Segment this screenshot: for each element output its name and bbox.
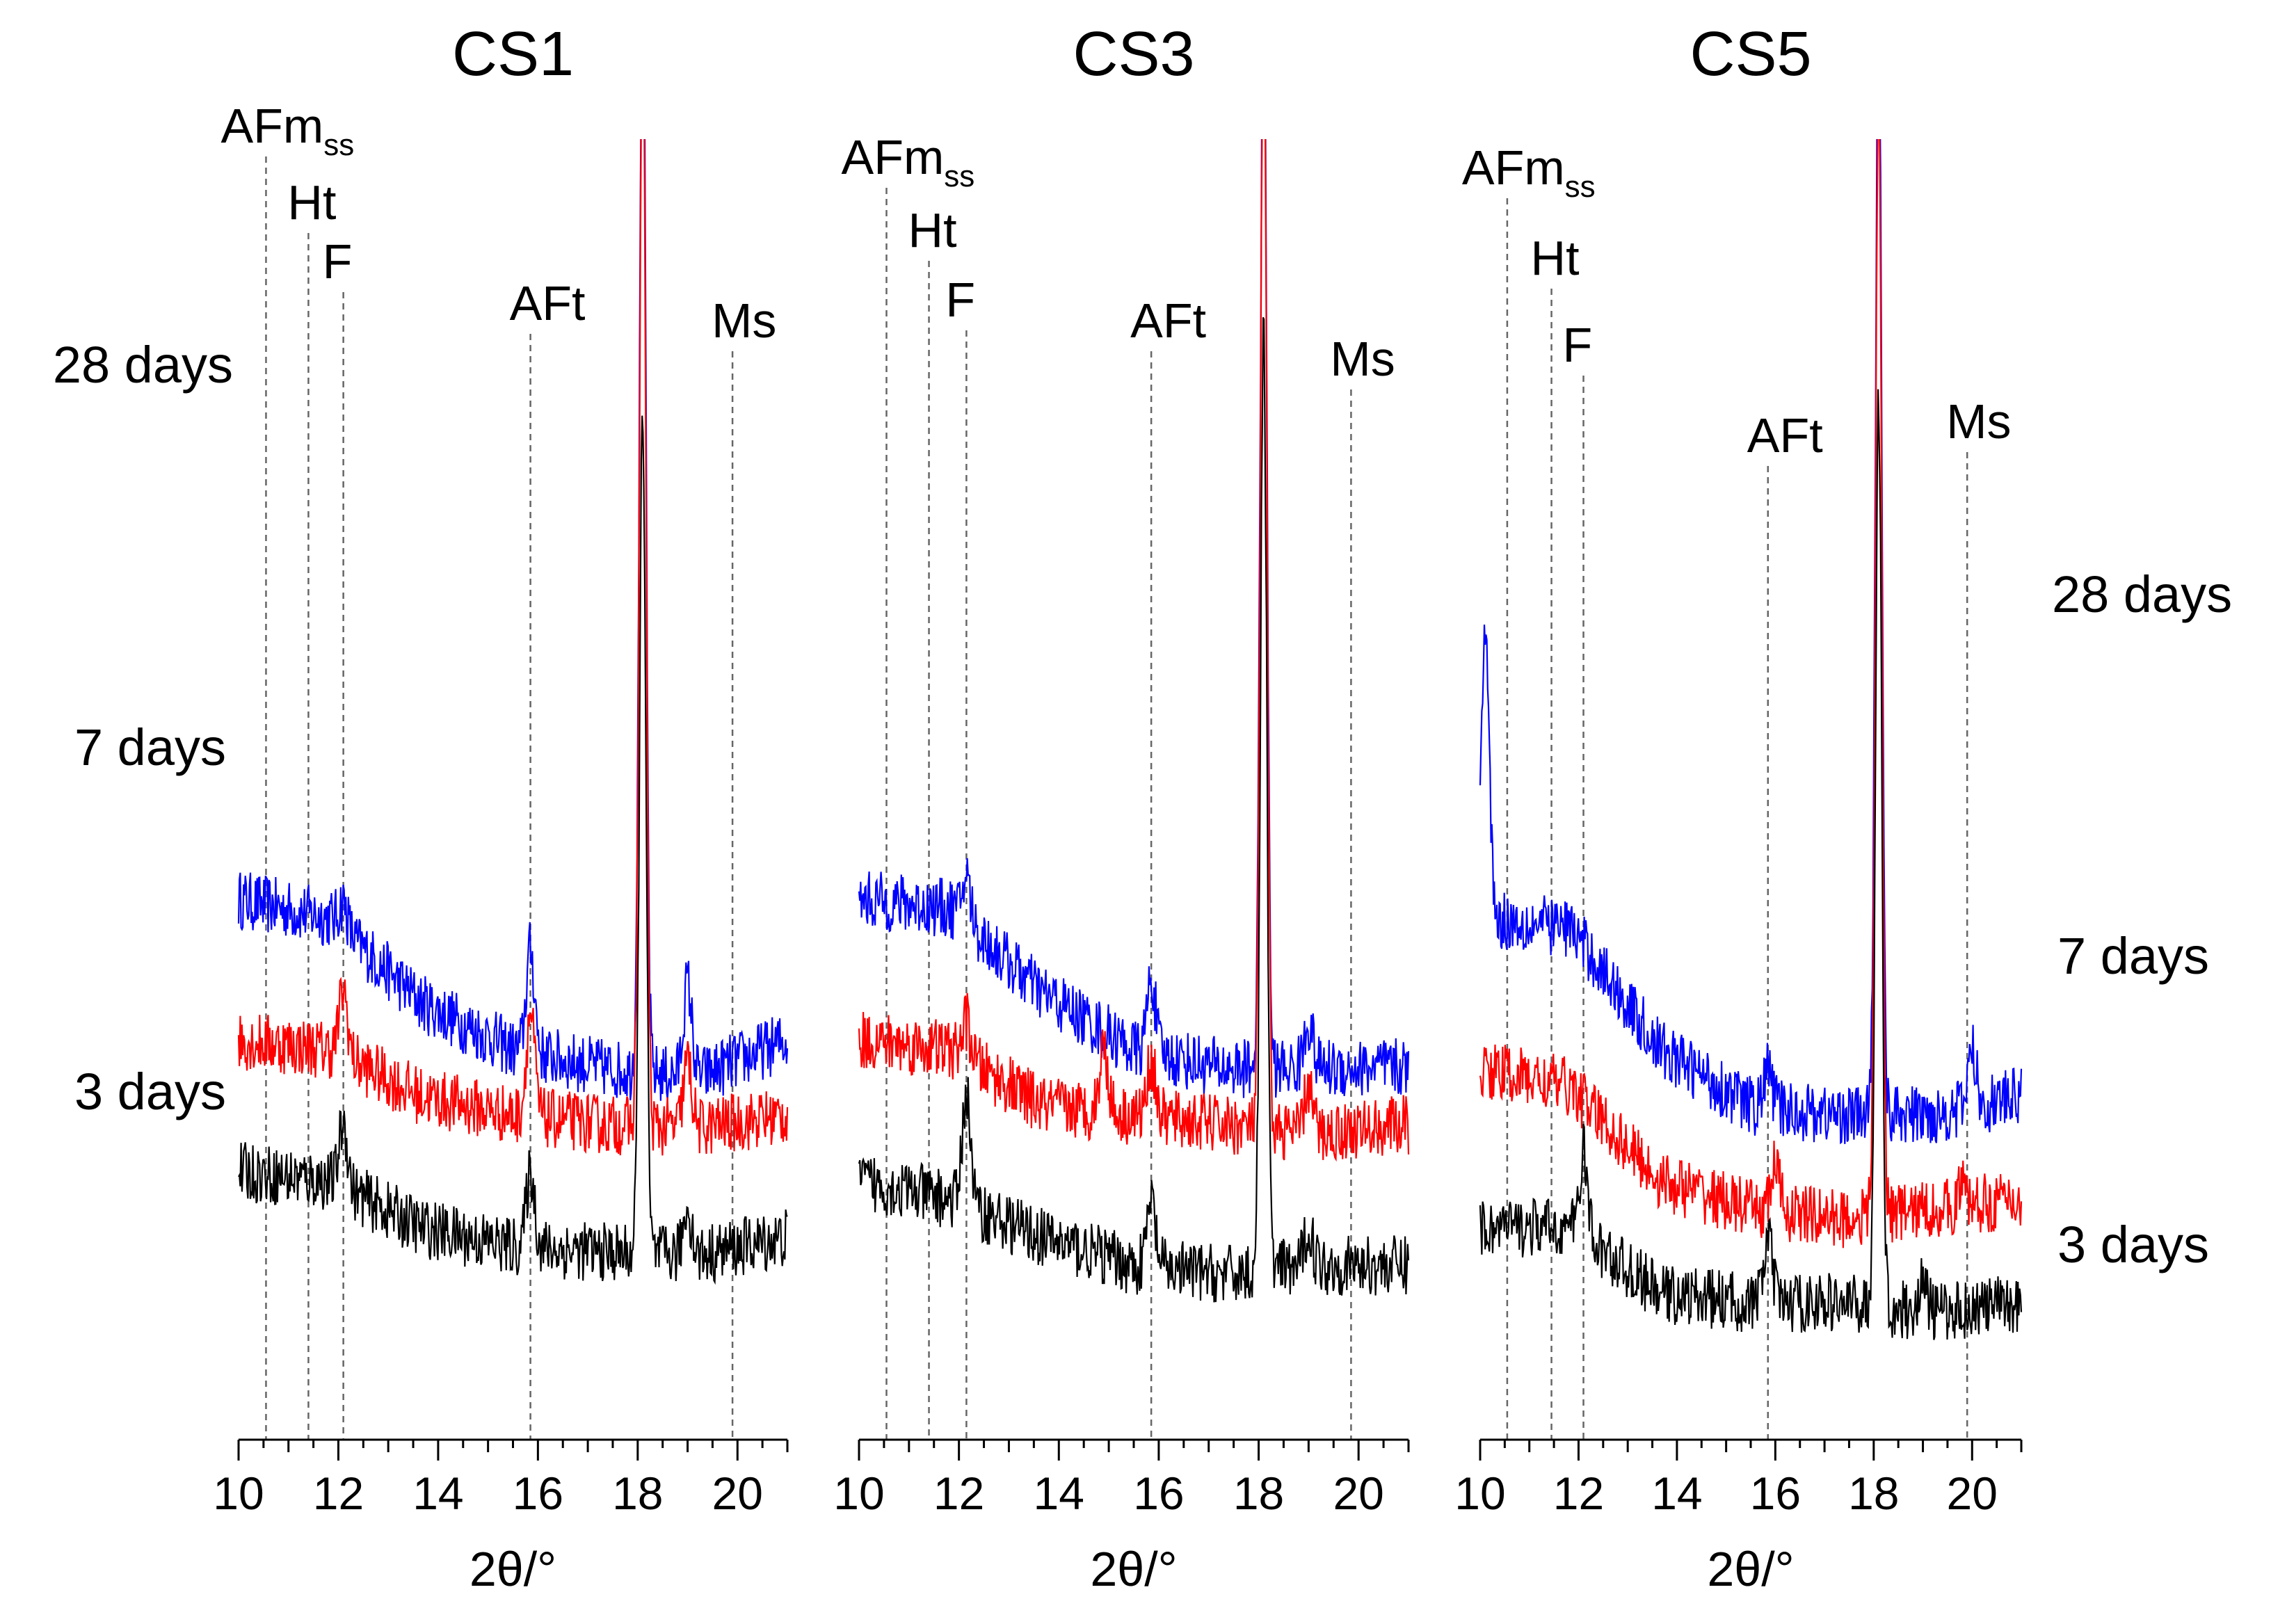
phase-label-main: Ht [287,175,336,230]
phase-label-main: Ms [1946,394,2011,449]
phase-label-ms: Ms [1946,394,2011,449]
phase-label-afm: AFmss [220,99,354,162]
trace-cs5-3-days [1479,389,2023,1340]
phase-label-main: Ht [1531,231,1580,285]
x-tick-label: 12 [1553,1468,1604,1519]
phase-label-f: F [1563,318,1593,372]
x-tick-label: 12 [313,1468,364,1519]
x-tick-label: 16 [1133,1468,1184,1519]
x-tick-label: 18 [1848,1468,1899,1519]
phase-label-main: Ms [712,294,776,348]
x-axis-title: 2θ/° [1707,1542,1794,1596]
trace-cs1-28-days [237,139,789,1101]
trace-cs3-28-days [858,139,1410,1098]
x-tick-label: 20 [712,1468,763,1519]
age-label-3-days: 3 days [74,1063,226,1120]
x-tick-label: 16 [1750,1468,1801,1519]
x-tick-label: 18 [1233,1468,1284,1519]
x-tick-label: 10 [833,1468,884,1519]
trace-cs5-28-days [1479,139,2023,1145]
trace-cs3-3-days [858,316,1410,1303]
phase-label-ms: Ms [712,294,776,348]
phase-label-main: F [323,234,353,289]
trace-cs1-7-days [237,139,789,1156]
x-tick-label: 14 [1651,1468,1702,1519]
x-tick-label: 10 [1454,1468,1505,1519]
phase-label-aft: AFt [510,276,586,330]
x-tick-label: 20 [1947,1468,1998,1519]
panel-cs5: CS5 AFmss Ht F AFt Ms 10 12 14 16 18 20 2θ/° 28 days 7… [1454,19,2232,1596]
panel-cs3: CS3 AFmss Ht F AFt Ms 10 12 14 16 18 20 2θ/° [833,19,1410,1596]
trace-cs3-7-days [858,139,1410,1162]
x-tick-label: 18 [612,1468,663,1519]
age-label-28-days: 28 days [2052,565,2232,623]
phase-label-subscript: ss [1565,170,1596,204]
phase-label-ms: Ms [1330,332,1395,386]
trace-cs1-3-days [238,415,788,1285]
phase-label-main: F [945,273,975,327]
x-tick-label: 20 [1333,1468,1383,1519]
x-tick-label: 14 [1034,1468,1084,1519]
age-label-7-days: 7 days [2057,927,2209,985]
age-label-7-days: 7 days [74,718,226,776]
phase-label-main: AFt [1747,408,1823,463]
phase-label-main: AFm [1462,140,1565,195]
x-axis-title: 2θ/° [470,1542,556,1596]
phase-label-ht: Ht [908,203,957,257]
phase-label-f: F [323,234,353,289]
phase-label-subscript: ss [944,159,974,193]
age-label-3-days: 3 days [2057,1216,2209,1273]
x-tick-label: 14 [412,1468,463,1519]
trace-cs5-7-days [1479,139,2023,1248]
x-tick-label: 12 [933,1468,984,1519]
x-axis-title: 2θ/° [1090,1542,1177,1596]
phase-label-main: F [1563,318,1593,372]
phase-label-f: F [945,273,975,327]
phase-label-main: AFm [842,130,945,184]
panel-title: CS3 [1073,19,1194,89]
panel-title: CS1 [452,19,574,89]
phase-label-main: AFm [220,99,323,153]
phase-label-subscript: ss [323,128,354,162]
phase-label-afm: AFmss [1462,140,1596,204]
phase-label-main: AFt [1130,294,1206,348]
phase-label-ht: Ht [287,175,336,230]
phase-label-main: Ht [908,203,957,257]
phase-label-main: Ms [1330,332,1395,386]
phase-label-ht: Ht [1531,231,1580,285]
phase-label-aft: AFt [1130,294,1206,348]
age-label-28-days: 28 days [53,336,233,394]
phase-label-afm: AFmss [842,130,975,193]
x-tick-label: 10 [213,1468,264,1519]
panel-title: CS5 [1690,19,1811,89]
phase-label-main: AFt [510,276,586,330]
panel-cs1: CS1 AFmss HtF AFt Ms 10 12 14 16 18 20 2θ/° 28 days 7… [53,19,789,1596]
x-tick-label: 16 [513,1468,563,1519]
phase-label-aft: AFt [1747,408,1823,463]
